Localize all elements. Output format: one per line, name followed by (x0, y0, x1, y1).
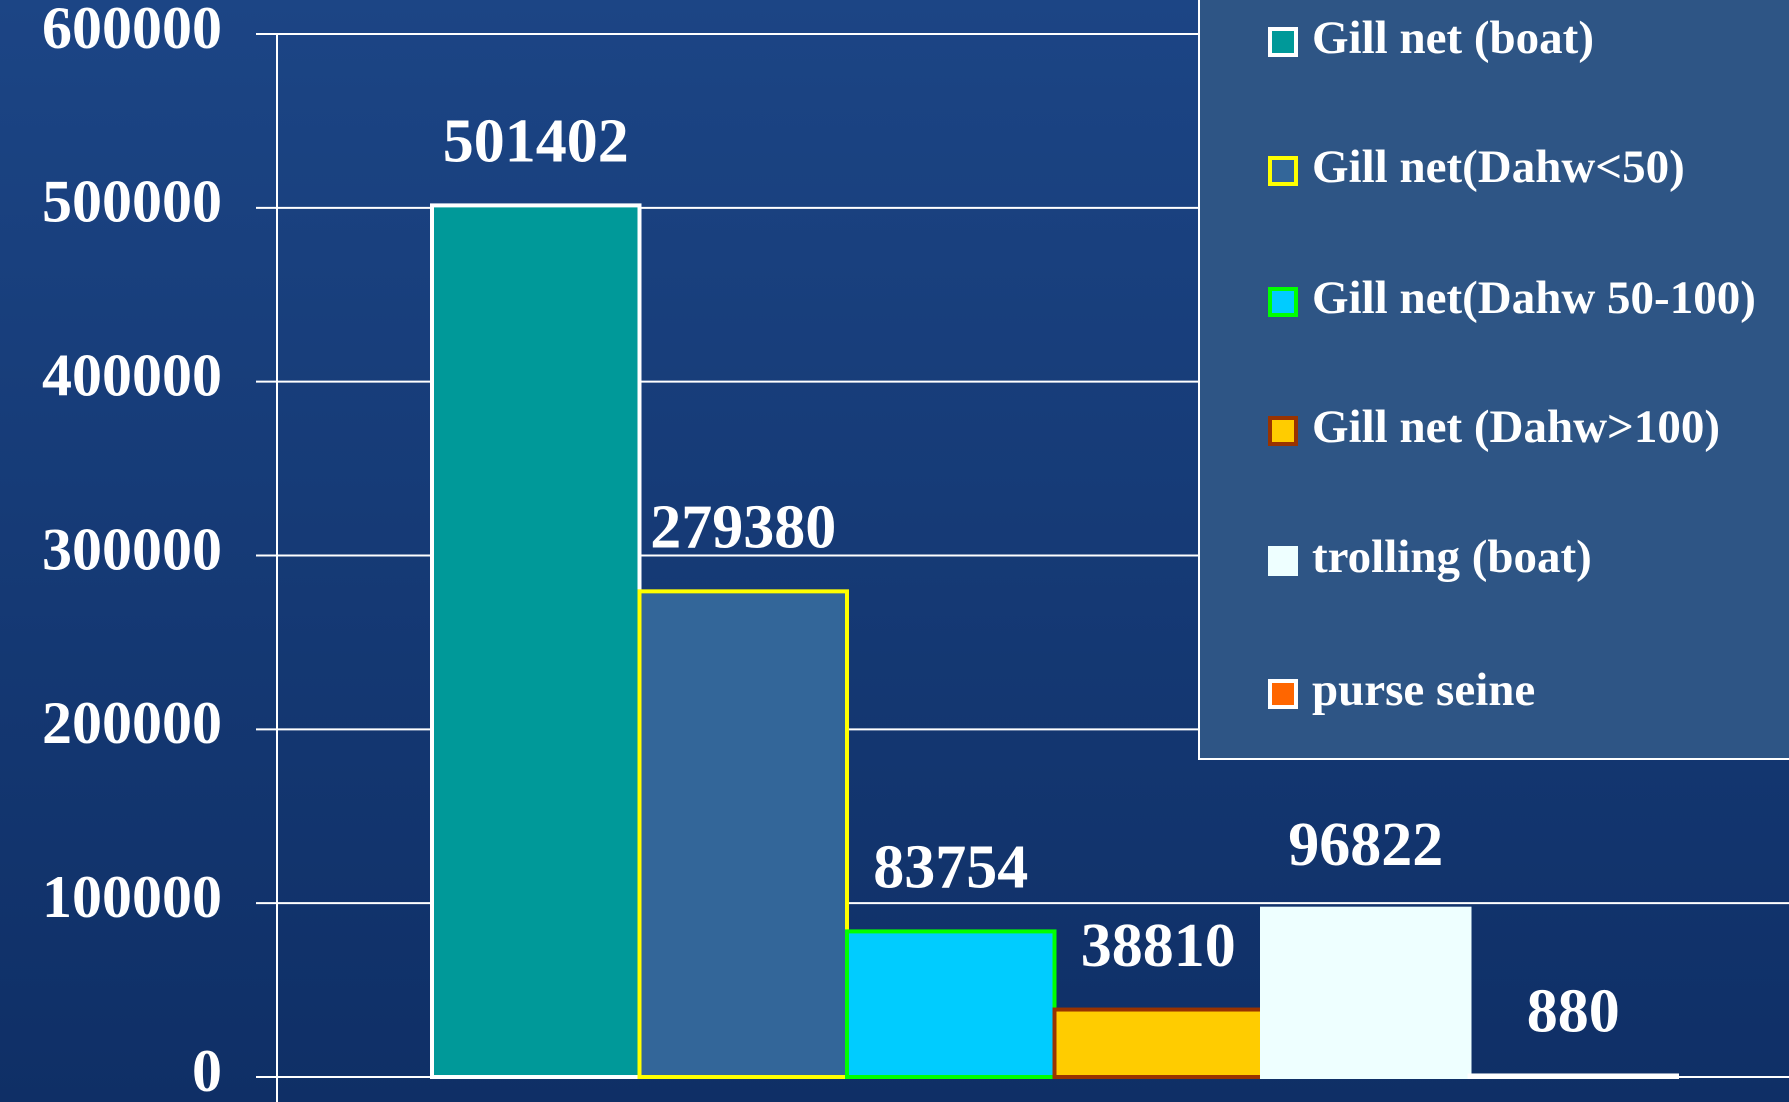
value-label: 880 (1527, 978, 1620, 1046)
y-tick-label: 0 (192, 1038, 222, 1102)
legend-swatch (1268, 416, 1298, 446)
value-label: 279380 (650, 494, 836, 562)
legend-box (1198, 0, 1789, 760)
y-tick-label: 600000 (42, 0, 222, 61)
bar (845, 929, 1057, 1080)
value-label: 38810 (1081, 912, 1236, 980)
legend-label: Gill net(Dahw<50) (1312, 141, 1685, 193)
bar (1052, 1007, 1264, 1079)
y-tick-label: 400000 (42, 342, 222, 408)
legend-swatch (1268, 679, 1298, 709)
legend-label: purse seine (1312, 664, 1535, 716)
bar (1260, 906, 1472, 1080)
legend-swatch (1268, 546, 1298, 576)
legend-label: Gill net (boat) (1312, 12, 1594, 64)
y-tick-label: 500000 (42, 169, 222, 235)
y-tick-label: 100000 (42, 864, 222, 930)
legend-label: trolling (boat) (1312, 531, 1592, 583)
value-label: 83754 (873, 834, 1028, 902)
y-tick-label: 200000 (42, 690, 222, 756)
legend-swatch (1268, 27, 1298, 57)
legend-swatch (1268, 287, 1298, 317)
legend-swatch (1268, 156, 1298, 186)
bar (430, 203, 642, 1080)
bar (637, 589, 849, 1079)
legend-label: Gill net(Dahw 50-100) (1312, 272, 1756, 324)
bar (1467, 1073, 1679, 1079)
value-label: 96822 (1288, 811, 1443, 879)
y-tick-label: 300000 (42, 516, 222, 582)
value-label: 501402 (443, 108, 629, 176)
legend-label: Gill net (Dahw>100) (1312, 401, 1720, 453)
